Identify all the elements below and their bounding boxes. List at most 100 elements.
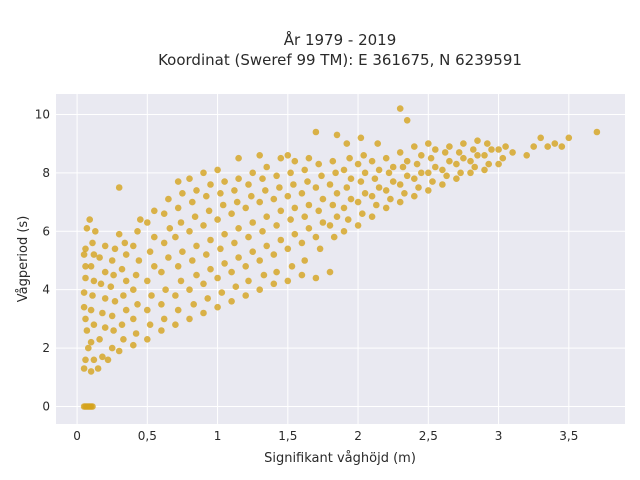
data-point	[108, 344, 116, 352]
data-point	[256, 198, 264, 206]
data-point	[446, 157, 453, 165]
data-point	[389, 178, 397, 185]
data-point	[374, 140, 382, 147]
data-point	[298, 271, 306, 279]
data-point	[110, 327, 117, 334]
data-point	[471, 163, 479, 171]
data-point	[217, 190, 224, 197]
data-point	[312, 274, 320, 282]
data-point	[228, 268, 235, 276]
data-point	[499, 154, 507, 162]
data-point	[165, 254, 172, 261]
data-point	[446, 143, 453, 150]
data-point	[502, 143, 509, 150]
data-point	[340, 166, 348, 174]
data-point	[115, 230, 123, 238]
data-point	[284, 192, 292, 200]
data-point	[484, 140, 491, 147]
data-point	[200, 222, 207, 229]
data-point	[382, 154, 390, 162]
data-point	[305, 154, 313, 162]
data-point	[166, 225, 174, 232]
data-point	[277, 236, 285, 244]
data-point	[453, 160, 460, 168]
data-point	[396, 149, 404, 156]
data-point	[316, 245, 324, 253]
data-point	[228, 298, 235, 305]
data-point	[203, 192, 210, 200]
data-point	[160, 315, 168, 323]
data-point	[101, 295, 109, 302]
data-point	[80, 289, 88, 296]
data-point	[179, 248, 186, 255]
data-point	[256, 286, 264, 294]
data-point	[344, 216, 352, 223]
data-point	[96, 336, 103, 343]
data-point	[90, 356, 98, 364]
data-point	[89, 292, 96, 299]
data-point	[200, 169, 207, 177]
data-point	[172, 233, 179, 241]
data-point	[191, 213, 199, 220]
data-point	[382, 187, 390, 194]
data-point	[82, 245, 89, 253]
data-point	[189, 257, 196, 264]
data-point	[231, 239, 238, 247]
data-point	[217, 245, 224, 253]
data-point	[326, 181, 334, 188]
data-point	[228, 210, 235, 217]
data-point	[160, 239, 168, 247]
data-point	[368, 192, 376, 200]
grid-lines	[56, 94, 625, 424]
x-axis-title: Signifikant våghöjd (m)	[264, 451, 416, 466]
data-point	[429, 178, 436, 185]
data-point	[385, 169, 393, 177]
data-point	[330, 233, 338, 241]
data-point	[273, 222, 280, 229]
data-point	[375, 184, 383, 191]
data-point	[357, 178, 365, 185]
data-point	[165, 195, 172, 203]
data-point	[259, 175, 266, 182]
data-point	[387, 195, 394, 203]
y-tick-label: 6	[42, 224, 50, 238]
data-point	[82, 356, 89, 364]
data-point	[99, 309, 106, 317]
data-point	[411, 143, 418, 150]
data-point	[245, 233, 252, 241]
x-tick-label: 1	[214, 429, 222, 443]
data-point	[120, 336, 127, 343]
data-point	[101, 268, 109, 276]
data-point	[121, 239, 129, 247]
data-point	[104, 356, 112, 364]
data-point	[151, 233, 158, 241]
data-point	[291, 157, 299, 165]
x-tick-labels: 0 0,5 1 1,5 2 2,5 3 3,5	[73, 429, 578, 443]
data-point	[118, 265, 126, 273]
data-point	[144, 306, 151, 314]
data-point	[425, 140, 432, 147]
data-point	[371, 175, 379, 182]
chart-title-line-2: Koordinat (Sweref 99 TM): E 361675, N 62…	[158, 51, 522, 69]
data-point	[403, 117, 411, 124]
data-point	[256, 257, 264, 264]
x-tick-label: 0	[73, 429, 81, 443]
data-point	[455, 149, 463, 156]
data-point	[115, 347, 123, 355]
data-point	[193, 242, 200, 250]
data-point	[273, 268, 280, 276]
data-point	[92, 228, 99, 235]
data-point	[186, 175, 193, 182]
data-point	[457, 169, 464, 177]
data-point	[177, 277, 185, 285]
data-point	[382, 204, 390, 212]
data-point	[221, 260, 228, 267]
data-point	[207, 236, 214, 244]
data-point	[354, 198, 362, 206]
data-point	[443, 172, 450, 180]
data-point	[544, 143, 551, 150]
data-point	[235, 175, 242, 182]
data-point	[82, 315, 89, 323]
data-point	[359, 210, 366, 217]
data-point	[135, 257, 143, 264]
